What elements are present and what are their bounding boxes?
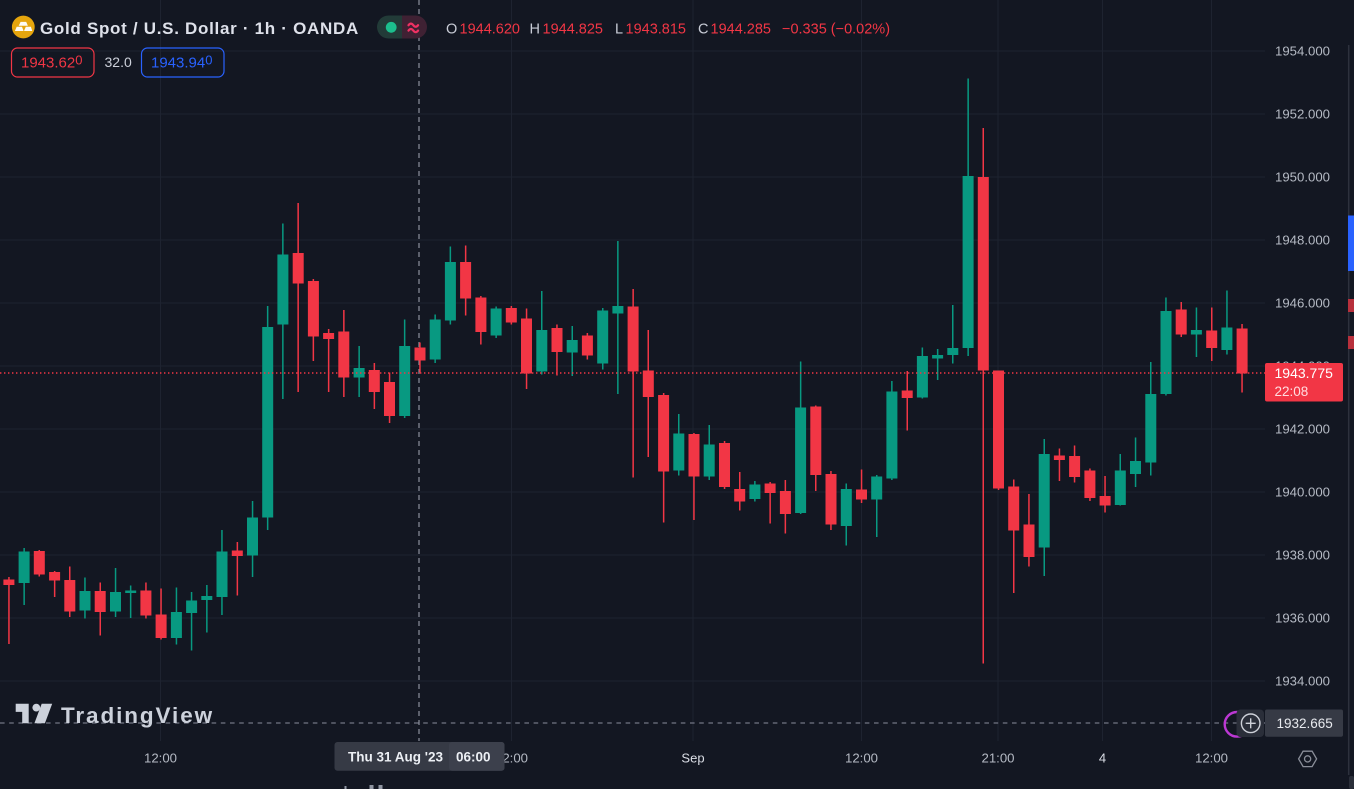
svg-text:1934.000: 1934.000 (1275, 674, 1330, 689)
svg-text:1952.000: 1952.000 (1275, 107, 1330, 122)
svg-text:32.0: 32.0 (105, 54, 132, 70)
svg-text:1943.620: 1943.620 (21, 53, 82, 72)
svg-text:TradingView: TradingView (61, 703, 214, 728)
svg-text:06:00: 06:00 (456, 750, 491, 765)
svg-text:O: O (446, 22, 457, 38)
svg-text:1942.000: 1942.000 (1275, 422, 1330, 437)
svg-text:C: C (698, 22, 708, 38)
svg-text:1940.000: 1940.000 (1275, 485, 1330, 500)
svg-text:Thu 31 Aug '23: Thu 31 Aug '23 (348, 750, 443, 765)
svg-text:1943.815: 1943.815 (626, 22, 686, 38)
svg-text:1932.665: 1932.665 (1277, 716, 1333, 731)
svg-text:4: 4 (1099, 751, 1106, 766)
svg-text:1946.000: 1946.000 (1275, 296, 1330, 311)
svg-text:L: L (615, 22, 623, 38)
svg-text:1943.940: 1943.940 (151, 53, 212, 72)
svg-text:−0.335 (−0.02%): −0.335 (−0.02%) (782, 22, 890, 38)
svg-text:1943.775: 1943.775 (1275, 365, 1334, 381)
svg-text:12:00: 12:00 (1195, 751, 1228, 766)
svg-text:1944.620: 1944.620 (460, 22, 520, 38)
svg-text:Sep: Sep (681, 751, 704, 766)
svg-text:H: H (530, 22, 540, 38)
svg-text:1944.285: 1944.285 (711, 22, 771, 38)
svg-text:12:00: 12:00 (144, 751, 177, 766)
svg-text:12:00: 12:00 (845, 751, 878, 766)
svg-text:21:00: 21:00 (981, 751, 1014, 766)
svg-text:1944.825: 1944.825 (543, 22, 603, 38)
svg-text:1938.000: 1938.000 (1275, 548, 1330, 563)
svg-text:Gold Spot / U.S. Dollar · 1h ·: Gold Spot / U.S. Dollar · 1h · OANDA (40, 19, 359, 38)
svg-text:1936.000: 1936.000 (1275, 611, 1330, 626)
svg-text:22:08: 22:08 (1275, 384, 1309, 399)
svg-text:1948.000: 1948.000 (1275, 233, 1330, 248)
svg-text:1954.000: 1954.000 (1275, 44, 1330, 59)
svg-text:1950.000: 1950.000 (1275, 170, 1330, 185)
